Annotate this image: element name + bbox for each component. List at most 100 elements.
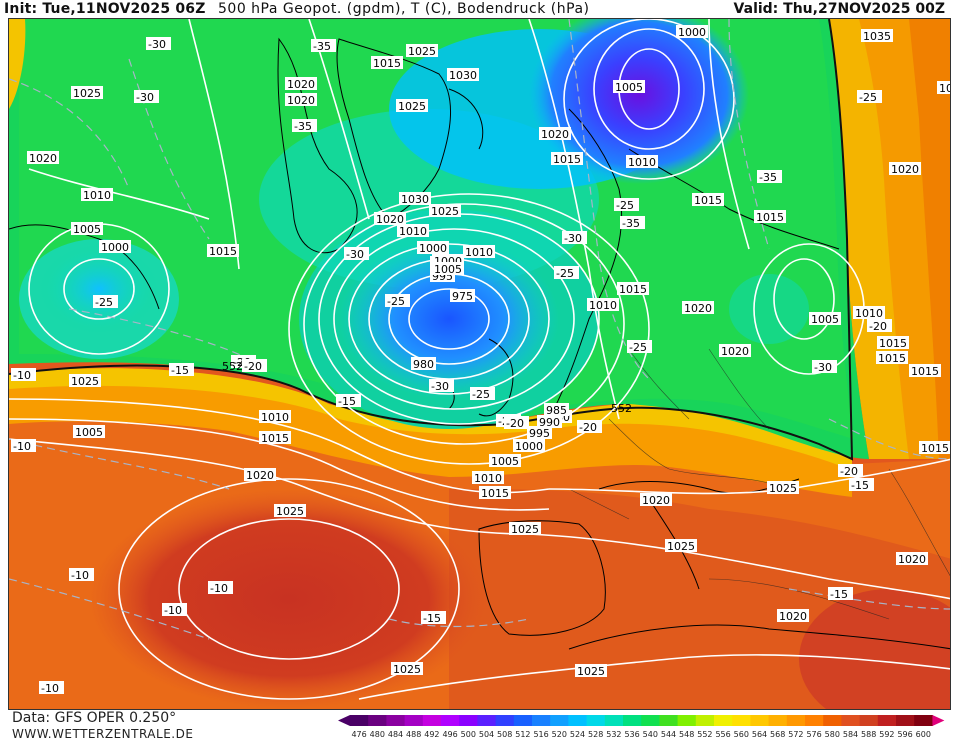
- pressure-label: 1020: [287, 94, 315, 107]
- pressure-label: 1020: [898, 553, 926, 566]
- pressure-label-box: [489, 454, 521, 467]
- legend-tick: 588: [861, 730, 876, 739]
- temperature-label: -10: [71, 569, 89, 582]
- temperature-label: -20: [506, 417, 524, 430]
- legend-swatch: [695, 715, 715, 726]
- pressure-label-box: [399, 192, 431, 205]
- temperature-label: -20: [579, 421, 597, 434]
- legend-tick: 596: [897, 730, 912, 739]
- legend-tick: 516: [533, 730, 548, 739]
- temperature-label: -10: [164, 604, 182, 617]
- website-link[interactable]: WWW.WETTERZENTRALE.DE: [12, 727, 194, 741]
- pressure-label-box: [411, 357, 436, 370]
- legend-swatch: [623, 715, 642, 726]
- legend-tick: 552: [697, 730, 712, 739]
- temperature-label-box: [470, 387, 495, 400]
- 552-contour: [9, 19, 854, 461]
- pressure-label: 1025: [667, 540, 695, 553]
- temperature-label: -35: [622, 217, 640, 230]
- pressure-label: 1005: [615, 81, 643, 94]
- pressure-label: 1010: [399, 225, 427, 238]
- pressure-label-box: [665, 539, 697, 552]
- pressure-label-box: [99, 240, 131, 253]
- borders: [568, 348, 950, 620]
- temperature-label-box: [385, 294, 410, 307]
- legend-swatch: [768, 715, 788, 726]
- temperature-label: -20: [869, 320, 887, 333]
- pressure-label-box: [463, 245, 495, 258]
- legend-tick: 544: [661, 730, 676, 739]
- pressure-label: 1005: [73, 223, 101, 236]
- pressure-label: 1025: [577, 665, 605, 678]
- legend-swatch: [459, 715, 478, 726]
- pressure-label: 1015: [553, 153, 581, 166]
- temperature-label: -10: [210, 582, 228, 595]
- legend-tick: 540: [643, 730, 658, 739]
- temperature-label-box: [162, 603, 187, 616]
- pressure-label: 1025: [276, 505, 304, 518]
- legend-tick: 548: [679, 730, 694, 739]
- legend-swatch: [823, 715, 842, 726]
- pressure-label: 1010: [855, 307, 883, 320]
- temperature-label-box: [849, 478, 874, 491]
- legend-swatch: [350, 715, 369, 726]
- chart-footer: Data: GFS OPER 0.250° WWW.WETTERZENTRALE…: [0, 710, 959, 741]
- legend-arrow-left: [338, 715, 350, 726]
- pressure-label: 1015: [879, 337, 907, 350]
- pressure-label-box: [374, 212, 406, 225]
- legend-swatch: [641, 715, 660, 726]
- legend-swatch: [477, 715, 497, 726]
- pressure-label: 1025: [73, 87, 101, 100]
- geopot-label: 552: [222, 360, 243, 373]
- isotherms: [9, 19, 950, 640]
- temperature-label: -30: [814, 361, 832, 374]
- temperature-labels: -30 -30 -35 -35 -30 -25 -25 -30 -25 -30 -25 -20 -35 -…: [11, 37, 892, 695]
- pressure-label: 1010: [628, 156, 656, 169]
- pressure-label-box: [397, 224, 429, 237]
- pressure-label-box: [551, 152, 583, 165]
- temperature-label: -30: [431, 380, 449, 393]
- pressure-label: 1020: [642, 494, 670, 507]
- temperature-label: -30: [148, 38, 166, 51]
- pressure-label: 1005: [491, 455, 519, 468]
- pressure-label: 1020: [779, 610, 807, 623]
- pressure-label: 1025: [71, 375, 99, 388]
- temperature-label-box: [242, 359, 267, 372]
- pressure-label: 995: [529, 427, 550, 440]
- legend-swatch: [386, 715, 406, 726]
- pressure-label: 1015: [911, 365, 939, 378]
- pressure-label-box: [406, 44, 438, 57]
- pressure-label-box: [479, 486, 511, 499]
- temperature-label: -15: [338, 395, 356, 408]
- temperature-label-box: [504, 416, 529, 429]
- pressure-label-box: [896, 552, 928, 565]
- pressure-label: 1025: [398, 100, 426, 113]
- pressure-label-box: [537, 415, 562, 428]
- pressure-label: 1010: [474, 472, 502, 485]
- pressure-label: 985: [546, 404, 567, 417]
- legend-tick: 600: [916, 730, 931, 739]
- pressure-label: 1020: [29, 152, 57, 165]
- pressure-label-box: [391, 662, 423, 675]
- temperature-label-box: [11, 439, 36, 452]
- legend-swatch: [368, 715, 387, 726]
- pressure-label-box: [447, 68, 479, 81]
- temperature-label-box: [812, 360, 837, 373]
- legend-tick: 484: [388, 730, 403, 739]
- isobars: [9, 19, 950, 700]
- pressure-label-box: [71, 86, 103, 99]
- pressure-label: 1015: [921, 442, 949, 455]
- pressure-label-box: [73, 425, 105, 438]
- temperature-label: -30: [346, 248, 364, 261]
- temperature-label-box: [838, 464, 863, 477]
- pressure-label: 1030: [401, 193, 429, 206]
- pressure-label-box: [682, 301, 714, 314]
- legend-swatch: [404, 715, 424, 726]
- temperature-label-box: [39, 681, 64, 694]
- pressure-label: 1030: [449, 69, 477, 82]
- legend-tick: 556: [715, 730, 730, 739]
- pressure-label: 1020: [684, 302, 712, 315]
- weather-map[interactable]: 1000 1025 1020 1015 1025 1030 1020 1025 1005 1020…: [8, 18, 951, 710]
- legend-tick: 568: [770, 730, 785, 739]
- temperature-label-box: [828, 587, 853, 600]
